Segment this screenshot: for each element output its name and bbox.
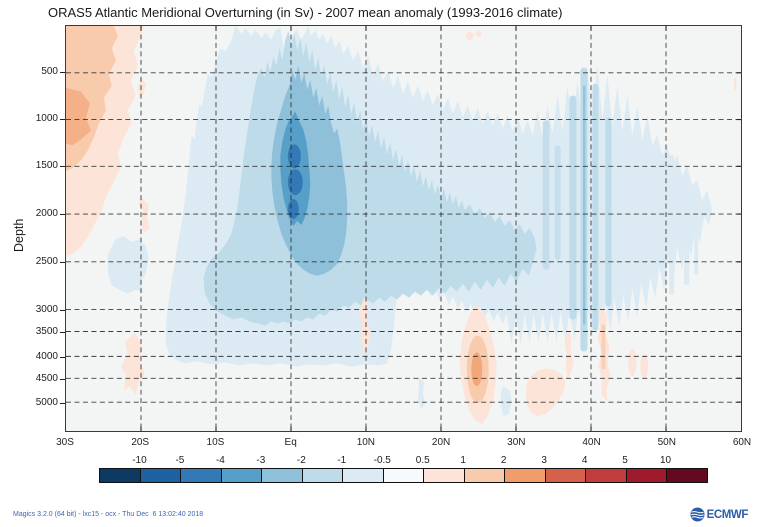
y-tick-mark bbox=[60, 357, 65, 358]
grid-lines bbox=[66, 26, 741, 431]
colorbar-segment bbox=[302, 469, 344, 482]
x-tick-label: 30N bbox=[507, 437, 526, 448]
chart-title: ORAS5 Atlantic Meridional Overturning (i… bbox=[48, 5, 563, 20]
colorbar-label: -3 bbox=[256, 455, 266, 466]
y-tick-label: 1000 bbox=[35, 113, 58, 124]
colorbar-segment bbox=[626, 469, 668, 482]
y-tick-mark bbox=[60, 379, 65, 380]
colorbar-segment bbox=[424, 469, 465, 482]
colorbar-label: -1 bbox=[337, 455, 347, 466]
colorbar-label: -2 bbox=[296, 455, 306, 466]
colorbar-segment bbox=[586, 469, 627, 482]
colorbar-segment bbox=[545, 469, 587, 482]
x-tick-label: 50N bbox=[657, 437, 676, 448]
colorbar-segment bbox=[667, 469, 707, 482]
contour-positive-southwest bbox=[66, 26, 150, 257]
ecmwf-logo-text: ECMWF bbox=[706, 508, 749, 521]
contour-positive-deep bbox=[120, 30, 737, 425]
x-tick-label: 10S bbox=[206, 437, 225, 448]
y-tick-label: 5000 bbox=[35, 397, 58, 408]
x-tick-label: Eq bbox=[284, 437, 297, 448]
y-tick-label: 4000 bbox=[35, 351, 58, 362]
colorbar-label: -0.5 bbox=[373, 455, 391, 466]
contour-negative-strong bbox=[271, 65, 348, 276]
colorbar-segment bbox=[383, 469, 425, 482]
colorbar-label: 3 bbox=[541, 455, 547, 466]
colorbar-label: 0.5 bbox=[415, 455, 430, 466]
colorbar-label: -4 bbox=[215, 455, 225, 466]
y-tick-mark bbox=[60, 262, 65, 263]
colorbar-label: -5 bbox=[175, 455, 185, 466]
y-axis-title: Depth bbox=[12, 218, 26, 252]
y-tick-mark bbox=[60, 166, 65, 167]
colorbar-segment bbox=[181, 469, 222, 482]
y-tick-label: 4500 bbox=[35, 373, 58, 384]
colorbar-label: -10 bbox=[132, 455, 147, 466]
colorbar-swatches bbox=[99, 468, 708, 483]
colorbar-label: 4 bbox=[581, 455, 588, 466]
magics-credit: Magics 3.2.0 (64 bit) - lxc15 - ocx - Th… bbox=[13, 511, 204, 518]
colorbar-segment bbox=[343, 469, 384, 482]
x-tick-label: 20S bbox=[131, 437, 150, 448]
y-tick-label: 500 bbox=[41, 66, 58, 77]
y-tick-mark bbox=[60, 403, 65, 404]
colorbar-segment bbox=[221, 469, 263, 482]
axis-inner-ticks bbox=[140, 26, 741, 431]
colorbar-label: 10 bbox=[659, 455, 672, 466]
colorbar-label: 1 bbox=[460, 455, 466, 466]
x-tick-label: 30S bbox=[56, 437, 74, 448]
colorbar-segment bbox=[464, 469, 506, 482]
colorbar: -10 -5 -4 -3 -2 -1 -0.5 0.5 1 2 3 4 5 10 bbox=[99, 455, 708, 485]
y-tick-label: 2000 bbox=[35, 208, 58, 219]
ecmwf-logo: ECMWF bbox=[690, 507, 748, 522]
contour-field bbox=[66, 26, 741, 431]
y-tick-mark bbox=[60, 310, 65, 311]
x-tick-label: 10N bbox=[356, 437, 376, 448]
colorbar-segment bbox=[262, 469, 303, 482]
x-tick-label: 60N bbox=[732, 437, 752, 448]
ecmwf-logo-icon bbox=[690, 507, 705, 522]
x-tick-label: 40N bbox=[582, 437, 601, 448]
colorbar-label: 5 bbox=[622, 455, 628, 466]
colorbar-segment bbox=[140, 469, 182, 482]
y-tick-mark bbox=[60, 72, 65, 73]
y-tick-mark bbox=[60, 119, 65, 120]
y-tick-label: 3500 bbox=[35, 326, 58, 337]
x-tick-label: 20N bbox=[431, 437, 451, 448]
y-tick-label: 1500 bbox=[35, 160, 58, 171]
y-tick-label: 3000 bbox=[35, 304, 58, 315]
colorbar-segment bbox=[505, 469, 546, 482]
colorbar-segment bbox=[100, 469, 141, 482]
y-tick-mark bbox=[60, 332, 65, 333]
colorbar-label: 2 bbox=[500, 455, 507, 466]
y-tick-mark bbox=[60, 214, 65, 215]
y-tick-label: 2500 bbox=[35, 256, 58, 267]
plot-area bbox=[65, 25, 742, 432]
